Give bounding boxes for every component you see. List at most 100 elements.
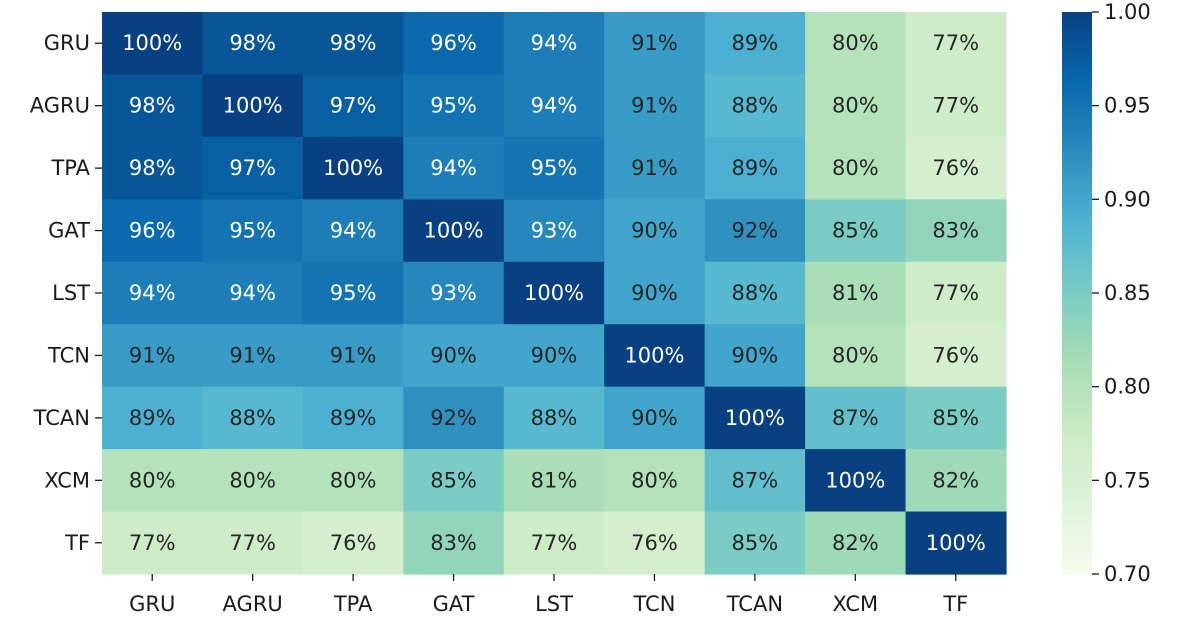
- heatmap-cell-tpa-tpa: [302, 136, 404, 200]
- heatmap-cell-gru-tcn: [604, 12, 706, 76]
- x-tick-label: TF: [942, 592, 968, 616]
- heatmap-cell-tf-gat: [403, 511, 505, 575]
- colorbar-tick-label: 1.00: [1104, 0, 1151, 24]
- heatmap-cell-tf-xcm: [805, 511, 907, 575]
- heatmap-cell-tcn-gru: [102, 324, 204, 388]
- heatmap-cell-tpa-gat: [403, 136, 505, 200]
- heatmap-cell-agru-gat: [403, 74, 505, 138]
- heatmap-cell-agru-agru: [202, 74, 304, 138]
- cell-value-label: 90%: [631, 219, 678, 243]
- heatmap-cell-tcan-tf: [905, 386, 1007, 450]
- cell-value-label: 94%: [129, 281, 176, 305]
- cell-value-label: 100%: [223, 94, 283, 118]
- y-tick-label: TF: [64, 531, 90, 555]
- y-tick-label: TCN: [47, 343, 90, 367]
- cell-value-label: 95%: [229, 219, 276, 243]
- cell-value-label: 94%: [531, 94, 578, 118]
- x-tick-label: AGRU: [223, 592, 283, 616]
- heatmap-cell-lst-tcn: [604, 261, 706, 325]
- heatmap-cell-tf-tcan: [704, 511, 806, 575]
- cell-value-label: 89%: [330, 406, 377, 430]
- heatmap-cell-lst-tf: [905, 261, 1007, 325]
- colorbar-tick-label: 0.85: [1104, 281, 1151, 305]
- cell-value-label: 100%: [825, 468, 885, 492]
- heatmap-cell-tcn-xcm: [805, 324, 907, 388]
- heatmap-cell-tpa-tcn: [604, 136, 706, 200]
- colorbar-tick-label: 0.75: [1104, 468, 1151, 492]
- cell-value-label: 77%: [932, 31, 979, 55]
- cell-value-label: 100%: [524, 281, 584, 305]
- heatmap-cell-tpa-xcm: [805, 136, 907, 200]
- heatmap-cell-gru-gru: [102, 12, 204, 76]
- cell-value-label: 83%: [932, 219, 979, 243]
- heatmap-cell-tcn-tcan: [704, 324, 806, 388]
- heatmap-cell-xcm-agru: [202, 449, 304, 513]
- cell-value-label: 92%: [732, 219, 779, 243]
- cell-value-label: 91%: [330, 343, 377, 367]
- heatmap-cell-tf-tf: [905, 511, 1007, 575]
- cell-value-label: 82%: [932, 468, 979, 492]
- cell-value-label: 100%: [926, 531, 986, 555]
- cell-value-label: 91%: [229, 343, 276, 367]
- colorbar: 0.70 0.75 0.80 0.85 0.90 0.95 1.00: [1062, 0, 1151, 586]
- heatmap-cell-xcm-lst: [503, 449, 605, 513]
- cell-value-label: 90%: [732, 343, 779, 367]
- cell-value-label: 92%: [430, 406, 477, 430]
- heatmap-cell-xcm-tcan: [704, 449, 806, 513]
- heatmap-cell-gat-agru: [202, 199, 304, 263]
- cell-value-label: 90%: [430, 343, 477, 367]
- cell-value-label: 94%: [330, 219, 377, 243]
- heatmap-cell-tcn-agru: [202, 324, 304, 388]
- heatmap-cell-gru-xcm: [805, 12, 907, 76]
- cell-value-label: 100%: [624, 343, 684, 367]
- cell-value-label: 100%: [725, 406, 785, 430]
- heatmap-cell-tpa-lst: [503, 136, 605, 200]
- cell-value-label: 98%: [129, 94, 176, 118]
- cell-value-label: 97%: [330, 94, 377, 118]
- colorbar-tick-label: 0.70: [1104, 562, 1151, 586]
- cell-value-label: 85%: [832, 219, 879, 243]
- y-tick-label: XCM: [44, 468, 90, 492]
- cell-value-label: 91%: [631, 156, 678, 180]
- heatmap-cell-agru-lst: [503, 74, 605, 138]
- heatmap-cell-xcm-xcm: [805, 449, 907, 513]
- cell-value-label: 85%: [932, 406, 979, 430]
- heatmap-cell-agru-tcn: [604, 74, 706, 138]
- cell-value-label: 80%: [832, 343, 879, 367]
- heatmap-cell-gru-tf: [905, 12, 1007, 76]
- y-tick-label: TPA: [50, 156, 90, 180]
- heatmap-cell-tcn-tcn: [604, 324, 706, 388]
- heatmap-cell-agru-tpa: [302, 74, 404, 138]
- cell-value-label: 90%: [531, 343, 578, 367]
- cell-value-label: 96%: [430, 31, 477, 55]
- heatmap-cell-lst-gat: [403, 261, 505, 325]
- cell-value-label: 95%: [330, 281, 377, 305]
- cell-value-label: 89%: [732, 156, 779, 180]
- cell-value-label: 95%: [531, 156, 578, 180]
- x-tick-label: TCAN: [726, 592, 783, 616]
- cell-value-label: 98%: [229, 31, 276, 55]
- cell-value-label: 81%: [832, 281, 879, 305]
- heatmap-cell-tpa-tcan: [704, 136, 806, 200]
- heatmap-cell-xcm-tf: [905, 449, 1007, 513]
- heatmap-cell-xcm-tcn: [604, 449, 706, 513]
- heatmap-cell-tcn-tf: [905, 324, 1007, 388]
- x-tick-label: TCN: [632, 592, 675, 616]
- cell-value-label: 91%: [129, 343, 176, 367]
- cell-value-label: 80%: [832, 94, 879, 118]
- y-tick-label: GAT: [48, 219, 90, 243]
- cell-value-label: 83%: [430, 531, 477, 555]
- cell-value-label: 76%: [932, 156, 979, 180]
- cell-value-label: 90%: [631, 281, 678, 305]
- heatmap-cell-tf-gru: [102, 511, 204, 575]
- heatmap-cell-gru-tcan: [704, 12, 806, 76]
- heatmap-cell-lst-lst: [503, 261, 605, 325]
- heatmap-cell-tcan-gru: [102, 386, 204, 450]
- cell-value-label: 85%: [430, 468, 477, 492]
- heatmap-cell-lst-agru: [202, 261, 304, 325]
- heatmap-cell-tcan-agru: [202, 386, 304, 450]
- heatmap-cell-tf-lst: [503, 511, 605, 575]
- x-axis: GRU AGRU TPA GAT LST TCN TCAN XCM TF: [129, 574, 968, 616]
- heatmap-cell-agru-gru: [102, 74, 204, 138]
- cell-value-label: 98%: [330, 31, 377, 55]
